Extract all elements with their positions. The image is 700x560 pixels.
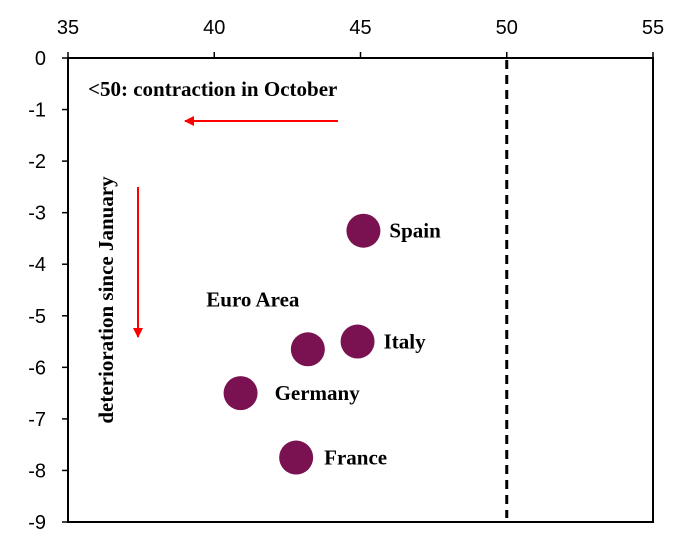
x-axis: 35 40 45 50 55 bbox=[57, 17, 664, 58]
data-point bbox=[340, 324, 375, 359]
y-axis: 0 -1 -2 -3 -4 -5 -6 -7 -8 -9 bbox=[28, 48, 68, 534]
point-label: Italy bbox=[384, 330, 427, 354]
contraction-annotation: <50: contraction in October bbox=[88, 77, 337, 101]
x-tick-label: 50 bbox=[496, 17, 518, 39]
y-tick-label: -4 bbox=[28, 254, 46, 276]
data-point bbox=[290, 332, 325, 367]
y-tick-label: -5 bbox=[28, 306, 46, 328]
y-tick-label: 0 bbox=[35, 48, 46, 70]
x-tick-label: 35 bbox=[57, 17, 79, 39]
y-tick-label: -6 bbox=[28, 357, 46, 379]
point-label: Spain bbox=[389, 219, 441, 243]
y-tick-label: -7 bbox=[28, 409, 46, 431]
point-label: Germany bbox=[275, 381, 361, 405]
data-points: Spain Euro Area Italy Germany France bbox=[206, 213, 441, 475]
data-point bbox=[279, 440, 314, 475]
data-point bbox=[346, 213, 381, 248]
y-tick-label: -9 bbox=[28, 512, 46, 534]
point-label: France bbox=[324, 446, 387, 470]
x-tick-label: 55 bbox=[642, 17, 664, 39]
y-tick-label: -1 bbox=[28, 100, 46, 122]
x-tick-label: 40 bbox=[203, 17, 225, 39]
data-point bbox=[223, 376, 258, 411]
y-tick-label: -8 bbox=[28, 460, 46, 482]
y-tick-label: -2 bbox=[28, 151, 46, 173]
point-label: Euro Area bbox=[206, 287, 300, 311]
deterioration-annotation: deterioration since January bbox=[94, 176, 118, 424]
x-tick-label: 45 bbox=[349, 17, 371, 39]
y-tick-label: -3 bbox=[28, 203, 46, 225]
